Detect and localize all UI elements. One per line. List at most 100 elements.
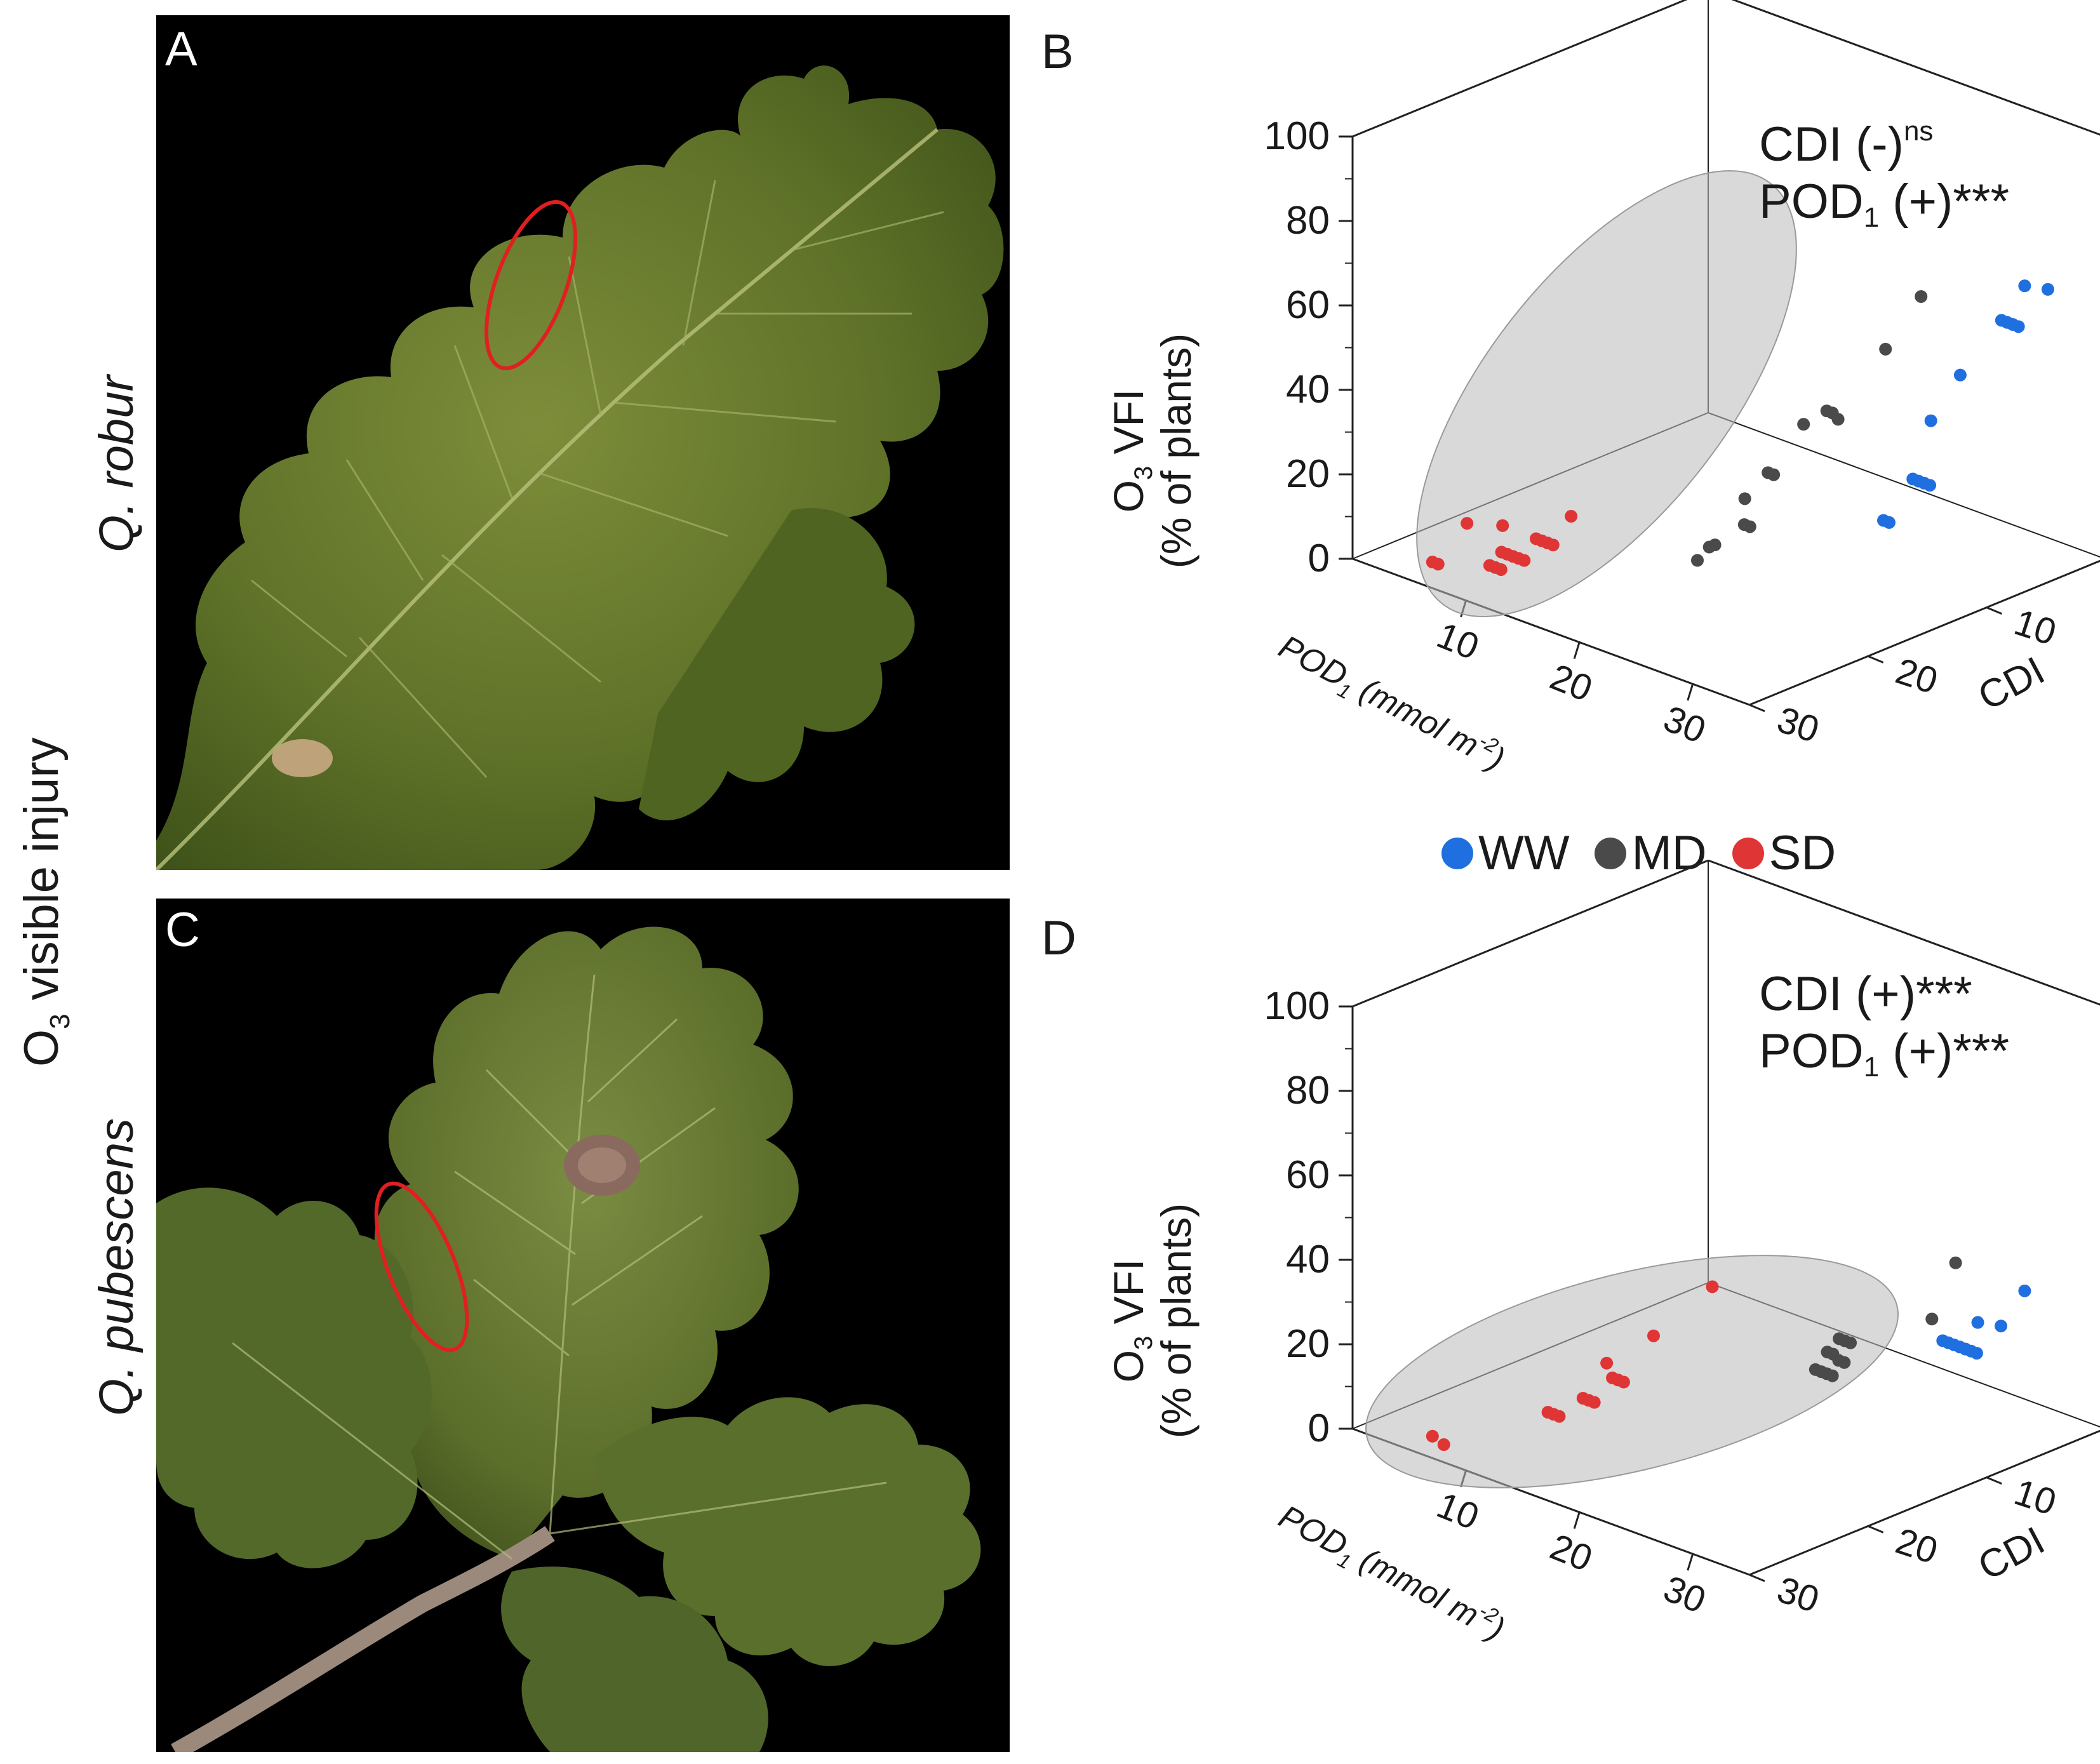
injury-label-o: O	[15, 1029, 69, 1067]
y-tick-label: 20	[1891, 1520, 1943, 1572]
z-tick-label: 20	[1286, 1322, 1330, 1366]
leaf-robur-shape	[156, 65, 1004, 870]
y-tick	[1749, 1574, 1765, 1582]
annotation-text: POD	[1759, 1024, 1864, 1078]
annotation-d-line1: CDI (+)***	[1759, 970, 1972, 1019]
x-tick	[1573, 641, 1581, 659]
leaf-robur-image	[156, 65, 1004, 870]
data-point-sd	[1553, 1410, 1566, 1423]
leaf-pubescens-image	[156, 926, 981, 1752]
frame-base-right	[1708, 412, 2100, 558]
z-axis-label-o: O	[1105, 480, 1152, 512]
annotation-sub: 1	[1863, 1052, 1880, 1083]
data-point-sd	[1600, 1356, 1614, 1370]
o3-visible-injury-label: O3 visible injury	[14, 737, 76, 1067]
data-point-md	[1838, 1356, 1851, 1369]
data-point-md	[1949, 1256, 1962, 1269]
z-tick-label: 40	[1286, 368, 1330, 411]
y-tick	[1868, 1525, 1884, 1533]
x-tick	[1687, 683, 1694, 701]
panel-letter-b: B	[1041, 25, 1074, 79]
z-axis-label-sub: 3	[1130, 466, 1158, 480]
legend: WW MD SD	[1441, 825, 1861, 881]
x-tick	[1687, 1553, 1694, 1571]
series-ww	[1936, 1284, 2031, 1360]
plot-b: 0204060801001020300102030O3 VFI(% of pla…	[1048, 0, 2100, 813]
z-tick-label: 100	[1264, 114, 1330, 158]
y-axis-line	[1749, 559, 2100, 706]
confidence-ellipsoid	[1416, 170, 1797, 618]
x-tick-label: 30	[1658, 1568, 1711, 1621]
panel-letter-d: D	[1041, 911, 1076, 965]
data-point-md	[1743, 520, 1756, 533]
scatter-3d-d: 0204060801001020300102030O3 VFI(% of pla…	[1105, 859, 2100, 1648]
panel-letter-c: C	[165, 903, 200, 957]
data-point-sd	[1617, 1375, 1630, 1389]
annotation-b-line1: CDI (-)ns	[1759, 117, 1933, 169]
series-sd	[1426, 1280, 1719, 1452]
species-epithet: pubescens	[90, 1118, 144, 1352]
scatter-3d-b: 0204060801001020300102030O3 VFI(% of pla…	[1105, 0, 2100, 778]
data-point-sd	[1437, 1438, 1450, 1452]
data-point-md	[1738, 492, 1751, 505]
z-tick-label: 100	[1264, 984, 1330, 1028]
leaf-pubescens-right	[594, 1397, 981, 1666]
leaf-robur-overlap	[639, 508, 915, 820]
plot-d: 0204060801001020300102030O3 VFI(% of pla…	[1048, 859, 2100, 1683]
species-label-pubescens: Q. pubescens	[89, 1118, 144, 1416]
series-ww	[1877, 279, 2054, 529]
data-point-md	[1767, 468, 1781, 481]
y-axis-line	[1749, 1429, 2100, 1576]
leaf-pubescens-main	[372, 926, 799, 1559]
leaf-pubescens-stem	[171, 1526, 555, 1752]
leaf-pubescens-left	[156, 1187, 432, 1568]
data-point-ww	[1924, 414, 1937, 427]
x-axis-label-unit: (mmol m	[1346, 1537, 1485, 1634]
injury-highlight-ring	[374, 1181, 469, 1353]
confidence-ellipsoid	[1365, 1255, 1899, 1488]
x-tick-label: 20	[1544, 656, 1598, 709]
panel-letter-a: A	[165, 22, 197, 76]
series-sd	[1426, 510, 1578, 577]
y-tick-label: 10	[2009, 601, 2061, 653]
data-point-md	[1826, 1369, 1839, 1382]
annotation-sup: ns	[1903, 116, 1934, 147]
data-point-sd	[1588, 1396, 1601, 1409]
data-point-md	[1844, 1336, 1857, 1349]
legend-dot-sd	[1732, 837, 1764, 869]
z-axis-label-line2: (% of plants)	[1153, 1203, 1200, 1438]
data-point-md	[1708, 538, 1722, 552]
frame-top-right	[1708, 859, 2100, 1006]
data-point-sd	[1461, 517, 1474, 530]
legend-item-ww: WW	[1441, 825, 1569, 881]
data-point-ww	[1882, 516, 1896, 529]
z-axis-label-line2: (% of plants)	[1153, 333, 1200, 568]
species-epithet: robur	[90, 375, 144, 488]
data-point-sd	[1565, 510, 1578, 523]
species-genus: Q.	[90, 501, 144, 552]
annotation-text: (+)***	[1879, 175, 2010, 229]
z-axis-label-line1: O3 VFI	[1105, 1259, 1158, 1383]
z-axis-label-sub: 3	[1130, 1336, 1158, 1350]
z-tick-label: 60	[1286, 1153, 1330, 1197]
legend-dot-md	[1595, 837, 1627, 869]
y-tick	[1986, 1476, 2002, 1485]
leaf-lesion	[272, 739, 333, 777]
y-tick	[1749, 704, 1765, 712]
annotation-text: POD	[1759, 175, 1864, 229]
x-tick-label: 30	[1658, 698, 1711, 751]
data-point-md	[1915, 290, 1928, 303]
species-genus: Q.	[90, 1365, 144, 1416]
data-point-sd	[1706, 1280, 1719, 1293]
data-point-ww	[2018, 1284, 2031, 1297]
series-md	[1691, 290, 1928, 567]
data-point-ww	[2041, 283, 2054, 296]
data-point-sd	[1431, 558, 1445, 571]
y-tick-label: 30	[1772, 1569, 1824, 1621]
z-tick-label: 40	[1286, 1238, 1330, 1281]
data-point-sd	[1494, 563, 1508, 577]
y-tick-label: 30	[1772, 699, 1824, 751]
leaf-pubescens-bottom	[501, 1567, 768, 1752]
z-tick-label: 80	[1286, 1069, 1330, 1113]
annotation-text: CDI (+)***	[1759, 967, 1972, 1021]
